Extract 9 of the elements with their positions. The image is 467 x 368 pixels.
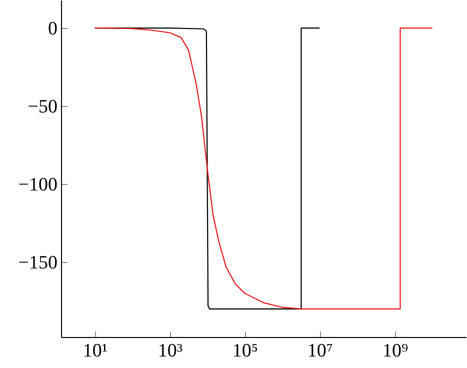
y-tick-label: −150 xyxy=(18,252,58,274)
x-tick-label: 10⁹ xyxy=(382,340,408,362)
x-tick-label: 10⁷ xyxy=(307,340,334,362)
y-tick-label: 0 xyxy=(48,18,58,40)
x-tick-label: 10¹ xyxy=(82,340,108,362)
y-tick-label: −100 xyxy=(18,174,58,196)
y-tick-label: −50 xyxy=(28,96,58,118)
x-tick-label: 10⁵ xyxy=(232,340,258,362)
x-tick-label: 10³ xyxy=(158,340,183,362)
